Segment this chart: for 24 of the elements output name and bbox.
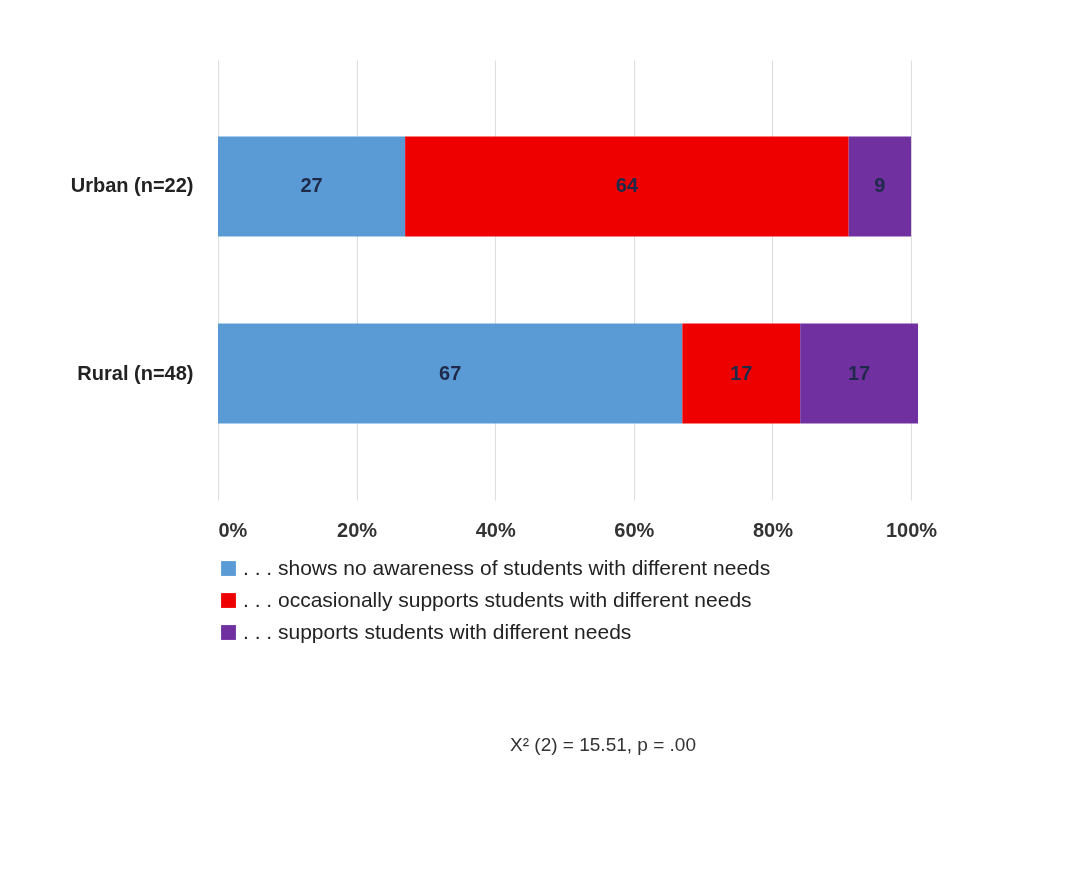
data-label: 17 [730, 361, 753, 384]
bar [218, 136, 406, 237]
data-label: 9 [874, 174, 886, 197]
bar [405, 136, 849, 237]
data-label: 17 [847, 361, 871, 384]
x-tick-label: 100% [885, 518, 938, 541]
data-label: 27 [300, 174, 323, 197]
data-label: 67 [439, 361, 462, 384]
x-tick-label: 40% [475, 518, 516, 541]
legend-label: . . . occasionally supports students with different needs [243, 587, 752, 611]
x-tick-label: 80% [752, 518, 794, 541]
legend-label: . . . shows no awareness of students with different needs [243, 555, 771, 579]
y-tick-label: Rural (n=48) [77, 361, 194, 384]
legend-label: . . . supports students with different needs [243, 619, 632, 643]
bar [800, 323, 918, 424]
y-tick-label: Urban (n=22) [70, 174, 194, 197]
x-tick-label: 0% [218, 518, 248, 541]
x-tick-label: 60% [614, 518, 655, 541]
x-tick-label: 20% [337, 518, 378, 541]
bar [848, 136, 912, 237]
text: X² (2) = 15.51, p = .00 [510, 734, 696, 755]
data-label: 64 [615, 174, 639, 197]
bar [218, 323, 683, 424]
bar [682, 323, 801, 424]
